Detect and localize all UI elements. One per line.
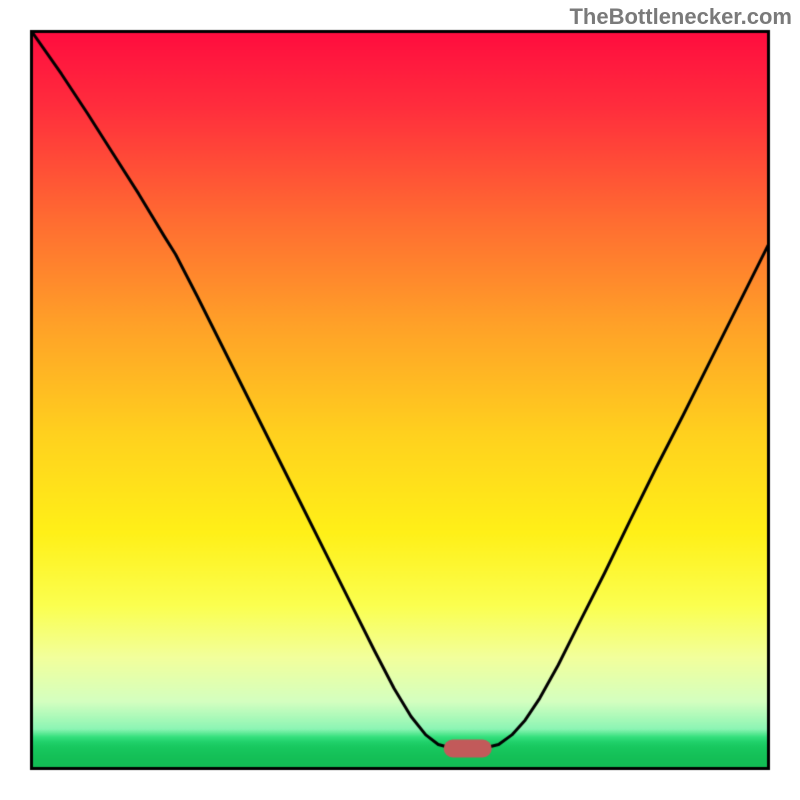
bottleneck-chart-canvas <box>0 0 800 800</box>
watermark-text: TheBottlenecker.com <box>569 4 792 30</box>
chart-container: TheBottlenecker.com <box>0 0 800 800</box>
